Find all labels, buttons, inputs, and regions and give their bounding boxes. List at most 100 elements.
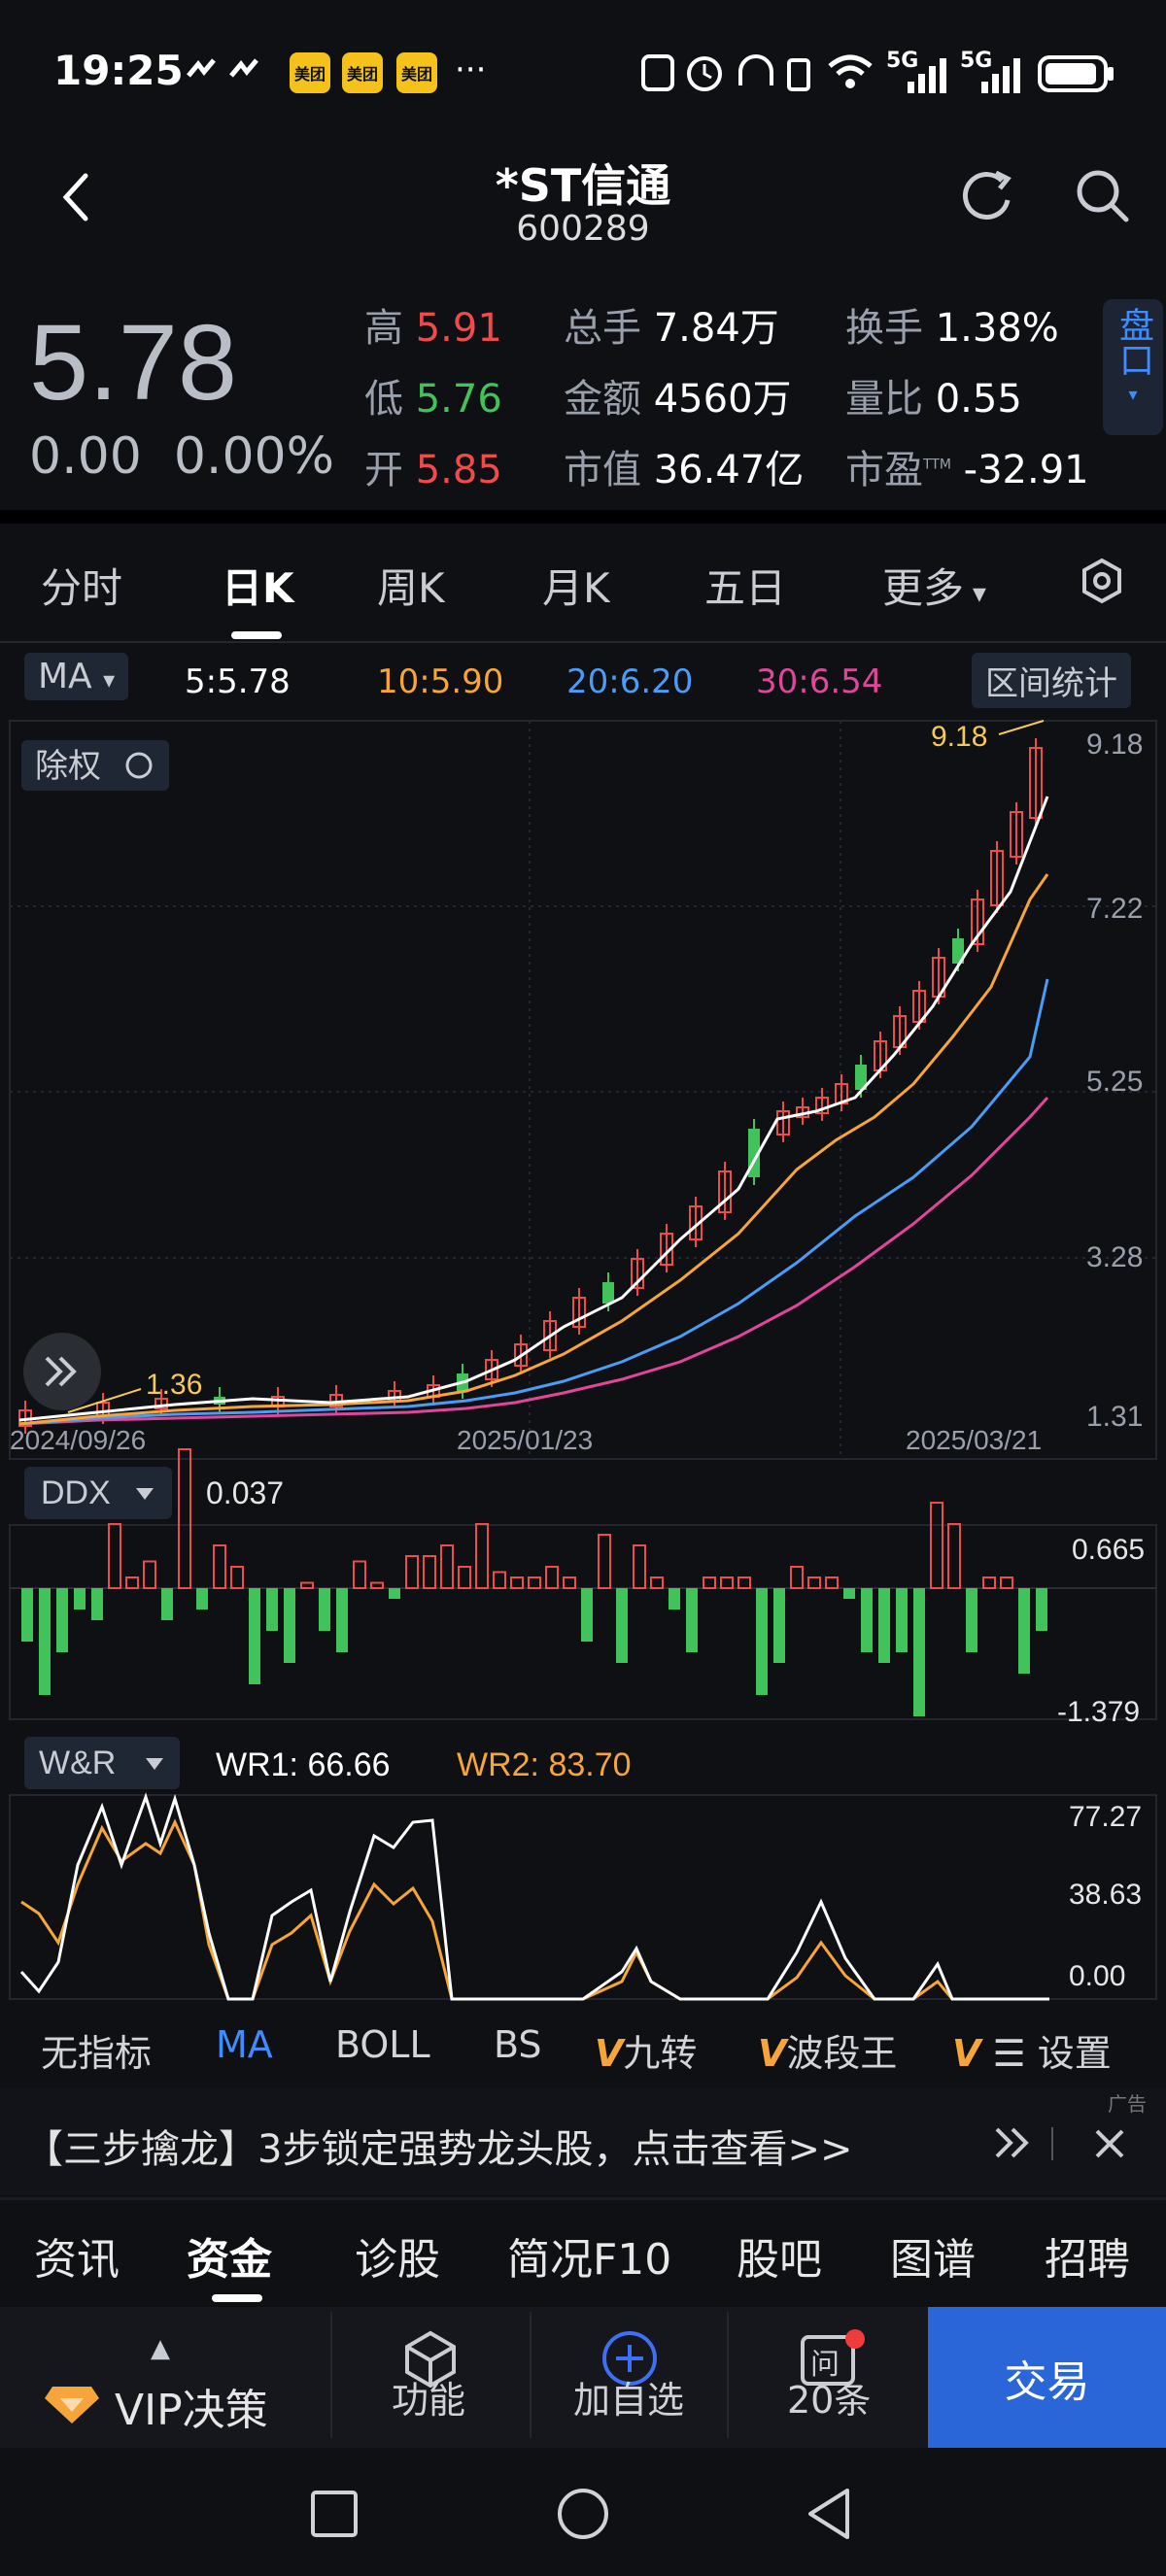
function-button[interactable]: 功能 — [392, 2379, 466, 2422]
tab-more[interactable]: 更多 ▾ — [882, 564, 986, 612]
refresh-icon[interactable] — [957, 165, 1015, 223]
x-label: 2025/03/21 — [906, 1425, 1042, 1455]
ddx-bar — [598, 1534, 611, 1589]
pankou-button[interactable]: 盘口 ▾ — [1103, 299, 1163, 435]
ddx-bar — [423, 1555, 436, 1589]
ddx-bar — [1036, 1588, 1047, 1631]
v-icon: V — [952, 2032, 981, 2075]
current-price: 5.78 — [29, 303, 238, 423]
ad-text[interactable]: 【三步擒龙】3步锁定强势龙头股，点击查看>> — [24, 2127, 853, 2172]
tab-timeshare[interactable]: 分时 — [41, 564, 123, 612]
divider — [1051, 2127, 1053, 2160]
ma10-line — [18, 873, 1049, 1426]
candle-body — [485, 1359, 498, 1380]
ddx-bar — [91, 1588, 103, 1620]
tab-capital[interactable]: 资金 — [187, 2235, 272, 2285]
ddx-bar — [143, 1560, 156, 1589]
ma20-line — [18, 978, 1049, 1426]
candle-body — [815, 1097, 829, 1114]
meituan-badge: 美团 — [396, 52, 437, 93]
candle-body — [855, 1065, 867, 1090]
tab-news[interactable]: 资讯 — [34, 2235, 120, 2285]
ddx-bar — [196, 1588, 208, 1610]
ddx-bar — [878, 1588, 890, 1663]
v-icon: V — [758, 2032, 787, 2075]
divider — [727, 2312, 729, 2438]
indicator-jiuzhuan[interactable]: V九转 — [595, 2032, 698, 2075]
vip-decision-button[interactable]: ▲ VIP决策 — [29, 2326, 321, 2443]
ddx-bar — [440, 1544, 454, 1589]
chart-settings-icon[interactable] — [1079, 558, 1125, 604]
ddx-bar — [563, 1576, 576, 1589]
tab-forum[interactable]: 股吧 — [737, 2235, 822, 2285]
tab-diagnosis[interactable]: 诊股 — [355, 2235, 440, 2285]
messages-button[interactable]: 20条 — [787, 2379, 872, 2422]
quote-mktcap: 市值 36.47亿 — [564, 448, 805, 492]
ad-banner[interactable] — [0, 2088, 1166, 2195]
home-icon[interactable] — [556, 2487, 610, 2541]
back-triangle-icon[interactable] — [805, 2487, 853, 2541]
ddx-bar — [843, 1588, 855, 1599]
network-5g-label: 5G — [886, 49, 919, 73]
indicator-settings[interactable]: V ☰ 设置 — [952, 2032, 1112, 2075]
ddx-bar — [370, 1581, 384, 1589]
ddx-bar — [807, 1576, 821, 1589]
add-watchlist-button[interactable]: 加自选 — [573, 2379, 685, 2422]
ddx-bar — [125, 1576, 139, 1589]
meituan-badge: 美团 — [290, 52, 330, 93]
kline-grid — [9, 720, 1157, 1460]
ddx-bar — [249, 1588, 260, 1684]
back-arrow-icon[interactable] — [58, 170, 93, 224]
kline-chart-area[interactable]: 1.36 9.18 9.18 7.22 5.25 3.28 1.31 2024/… — [0, 719, 1166, 2001]
tab-monthly-k[interactable]: 月K — [542, 564, 610, 612]
meituan-badge: 美团 — [342, 52, 383, 93]
tab-graph[interactable]: 图谱 — [890, 2235, 976, 2285]
range-stats-button[interactable]: 区间统计 — [972, 653, 1131, 708]
tab-five-day[interactable]: 五日 — [704, 564, 787, 612]
candle-body — [990, 850, 1004, 906]
ddx-bars — [21, 1448, 1047, 1716]
ddx-bar — [405, 1555, 419, 1589]
indicator-boll[interactable]: BOLL — [335, 2023, 430, 2066]
wr2-line — [20, 1818, 1049, 2001]
ddx-bar — [737, 1576, 751, 1589]
v-icon: V — [595, 2032, 624, 2075]
wr2-value: WR2: 83.70 — [457, 1746, 632, 1783]
exright-gear-icon — [125, 752, 153, 779]
double-chevron-right-icon[interactable] — [991, 2123, 1034, 2162]
close-icon[interactable] — [1093, 2127, 1126, 2160]
indicator-ma[interactable]: MA — [216, 2023, 273, 2066]
recent-apps-icon[interactable] — [309, 2489, 360, 2539]
tab-f10[interactable]: 简况F10 — [507, 2235, 672, 2285]
battery-icon — [1038, 55, 1114, 92]
search-icon[interactable] — [1074, 167, 1132, 225]
ma10-value: 10:5.90 — [377, 662, 504, 701]
ddx-bar — [633, 1544, 646, 1589]
diamond-icon — [45, 2387, 99, 2423]
ddx-bar — [650, 1576, 664, 1589]
y-tick: 7.22 — [1086, 893, 1143, 925]
divider — [0, 641, 1166, 643]
tab-recruit[interactable]: 招聘 — [1045, 2235, 1130, 2285]
ddx-bar — [825, 1576, 839, 1589]
y-tick: 5.25 — [1086, 1066, 1143, 1098]
quote-pe: 市盈TTM -32.91 — [845, 448, 1089, 492]
cube-icon — [405, 2330, 456, 2388]
trade-button[interactable]: 交易 — [928, 2307, 1166, 2448]
indicator-bs[interactable]: BS — [494, 2023, 542, 2066]
indicator-none[interactable]: 无指标 — [41, 2032, 153, 2075]
indicator-boduanwang[interactable]: V波段王 — [758, 2032, 898, 2075]
ddx-bar — [720, 1576, 734, 1589]
ma-selector[interactable]: MA ▾ — [24, 653, 129, 700]
ddx-bar — [930, 1502, 943, 1589]
candle-body — [631, 1258, 644, 1289]
tab-weekly-k[interactable]: 周K — [377, 564, 445, 612]
ddx-bar — [545, 1566, 559, 1589]
ddx-y-min: -1.379 — [1057, 1696, 1140, 1728]
ddx-bar — [1018, 1588, 1030, 1674]
y-tick: 9.18 — [1086, 729, 1143, 761]
list-settings-icon: ☰ — [992, 2032, 1026, 2075]
section-divider — [0, 510, 1166, 524]
tab-daily-k[interactable]: 日K — [222, 564, 294, 612]
ddx-bar — [493, 1571, 506, 1589]
